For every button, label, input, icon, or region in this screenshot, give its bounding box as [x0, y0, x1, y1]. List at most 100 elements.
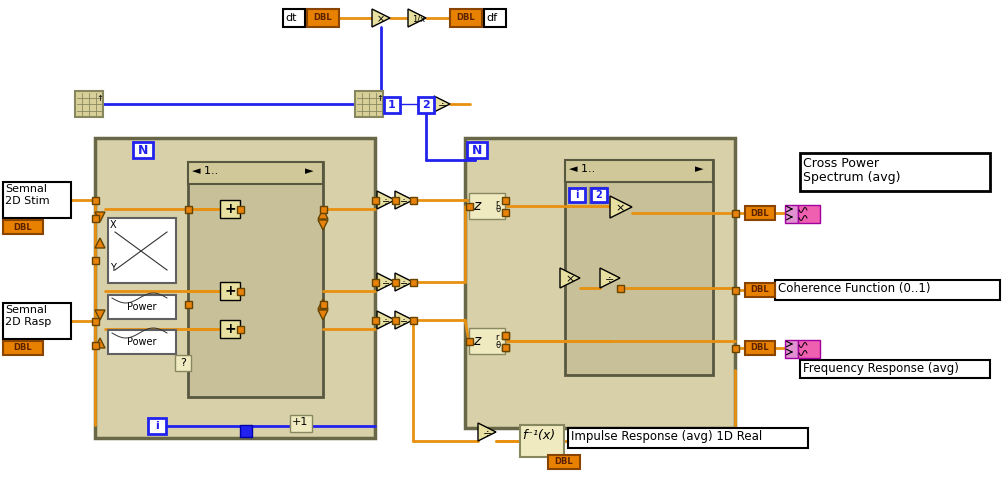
Text: θ: θ [495, 206, 500, 214]
Bar [502, 208, 508, 216]
Text: θ: θ [495, 340, 500, 349]
Bar [237, 326, 244, 332]
Text: X: X [110, 220, 117, 230]
Text: ÷: ÷ [399, 278, 407, 288]
Bar [785, 340, 798, 358]
Polygon shape [395, 273, 413, 291]
Bar [237, 206, 244, 212]
Bar [502, 344, 508, 350]
Bar [548, 455, 580, 469]
Bar [565, 160, 713, 375]
Text: 2: 2 [422, 100, 429, 110]
Text: Coherence Function (0..1): Coherence Function (0..1) [778, 282, 930, 295]
Text: Impulse Response (avg) 1D Real: Impulse Response (avg) 1D Real [571, 430, 762, 443]
Text: N: N [472, 144, 482, 156]
Bar [391, 316, 398, 324]
Bar [3, 341, 43, 355]
Bar [188, 162, 323, 184]
Text: ↑: ↑ [376, 94, 383, 103]
Text: DBL: DBL [14, 344, 32, 352]
Text: ÷: ÷ [399, 196, 407, 206]
Text: Spectrum (avg): Spectrum (avg) [803, 171, 900, 184]
Bar [589, 187, 607, 203]
Bar [732, 210, 739, 216]
Bar [108, 330, 176, 354]
Bar [290, 415, 312, 432]
Text: ÷: ÷ [399, 316, 407, 326]
Bar [732, 344, 739, 352]
Bar [617, 284, 624, 292]
Bar [307, 9, 339, 27]
Bar [745, 283, 775, 297]
Bar [565, 160, 713, 182]
Polygon shape [395, 191, 413, 209]
Bar [391, 196, 398, 203]
Bar [569, 188, 585, 202]
Bar [450, 9, 482, 27]
Bar [92, 342, 99, 348]
Polygon shape [600, 268, 620, 288]
Text: df: df [486, 13, 497, 23]
Polygon shape [318, 220, 328, 230]
Bar [283, 9, 305, 27]
Text: ×: × [377, 14, 385, 24]
Bar [732, 286, 739, 294]
Bar [95, 138, 375, 438]
Text: ◄ 1..: ◄ 1.. [192, 166, 219, 176]
Text: ►: ► [695, 164, 704, 174]
Text: Semnal: Semnal [5, 184, 47, 194]
Polygon shape [377, 273, 395, 291]
Text: Semnal: Semnal [5, 305, 47, 315]
Bar [92, 256, 99, 264]
Bar [184, 300, 192, 308]
Bar [92, 318, 99, 324]
Bar [798, 340, 820, 358]
Text: DBL: DBL [14, 222, 32, 232]
Text: z: z [473, 334, 480, 348]
Bar [520, 425, 564, 457]
Bar [220, 320, 240, 338]
Bar [92, 214, 99, 222]
Bar [320, 300, 327, 308]
Polygon shape [95, 338, 105, 348]
Bar [320, 206, 327, 212]
Bar [391, 278, 398, 285]
Text: 2D Stim: 2D Stim [5, 196, 49, 206]
Bar [745, 206, 775, 220]
Polygon shape [318, 299, 328, 309]
Text: 2: 2 [596, 190, 603, 200]
Bar [108, 218, 176, 283]
Polygon shape [95, 212, 105, 222]
Text: DBL: DBL [751, 344, 769, 352]
Text: +: + [224, 284, 236, 298]
Bar [484, 9, 506, 27]
Text: DBL: DBL [554, 458, 574, 466]
Text: ►: ► [305, 166, 313, 176]
Text: Power: Power [127, 302, 157, 312]
Bar [800, 153, 990, 191]
Text: dt: dt [285, 13, 296, 23]
Bar [568, 428, 808, 448]
Bar [188, 162, 323, 397]
Text: ◄ 1..: ◄ 1.. [569, 164, 596, 174]
Text: ?: ? [596, 190, 601, 200]
Bar [184, 206, 192, 212]
Bar [175, 355, 191, 371]
Bar [220, 282, 240, 300]
Text: ÷: ÷ [381, 196, 390, 206]
Polygon shape [377, 191, 395, 209]
Bar [384, 97, 400, 113]
Bar [92, 196, 99, 203]
Polygon shape [95, 310, 105, 320]
Bar [409, 278, 416, 285]
Bar [148, 418, 166, 434]
Text: ?: ? [180, 358, 185, 368]
Bar [355, 91, 383, 117]
Polygon shape [610, 196, 632, 218]
Bar [75, 91, 103, 117]
Text: DBL: DBL [313, 14, 333, 22]
Bar [372, 196, 378, 203]
Polygon shape [434, 96, 450, 112]
Polygon shape [377, 311, 395, 329]
Text: Frequency Response (avg): Frequency Response (avg) [803, 362, 959, 375]
